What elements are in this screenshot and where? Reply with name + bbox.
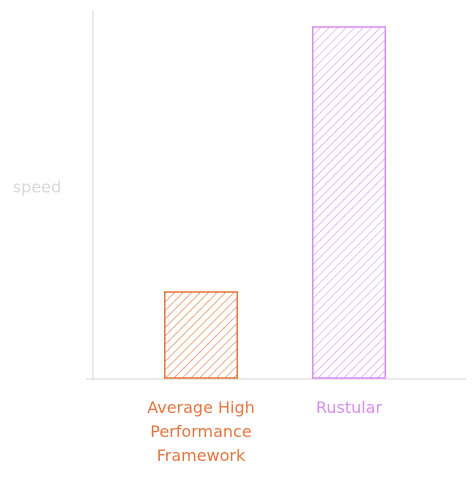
y-axis-label: speed — [13, 178, 61, 197]
x-tick-label: Rustular — [315, 398, 383, 417]
x-tick-label: Average High Performance Framework — [147, 398, 255, 465]
bar — [311, 26, 387, 379]
bar — [163, 291, 239, 379]
